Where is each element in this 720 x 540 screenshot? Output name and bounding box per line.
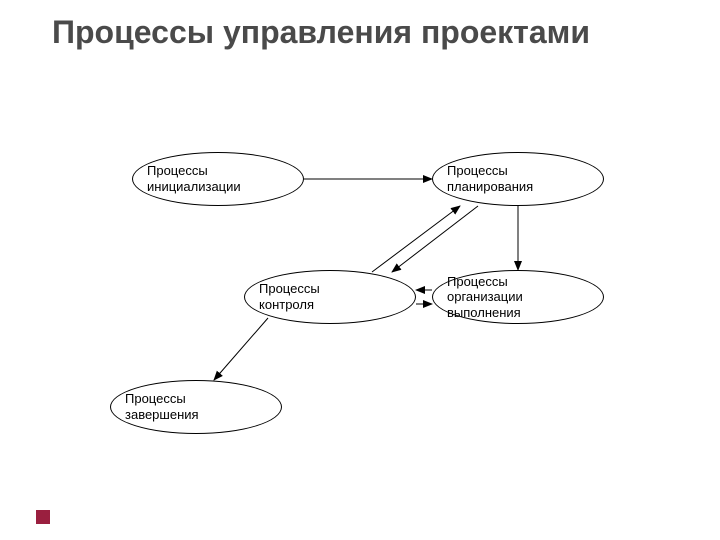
- edge-control-close: [214, 318, 268, 380]
- node-label-plan: Процессы планирования: [447, 163, 533, 194]
- node-label-close: Процессы завершения: [125, 391, 199, 422]
- edge-control-plan: [372, 206, 460, 272]
- node-label-init: Процессы инициализации: [147, 163, 241, 194]
- node-init: Процессы инициализации: [132, 152, 304, 206]
- slide-title: Процессы управления проектами: [52, 14, 590, 51]
- edge-plan-control: [392, 206, 478, 272]
- node-label-exec: Процессы организации выполнения: [447, 274, 523, 321]
- node-plan: Процессы планирования: [432, 152, 604, 206]
- node-label-control: Процессы контроля: [259, 281, 320, 312]
- node-close: Процессы завершения: [110, 380, 282, 434]
- accent-square: [36, 510, 50, 524]
- arrows-layer: [0, 0, 720, 540]
- node-exec: Процессы организации выполнения: [432, 270, 604, 324]
- node-control: Процессы контроля: [244, 270, 416, 324]
